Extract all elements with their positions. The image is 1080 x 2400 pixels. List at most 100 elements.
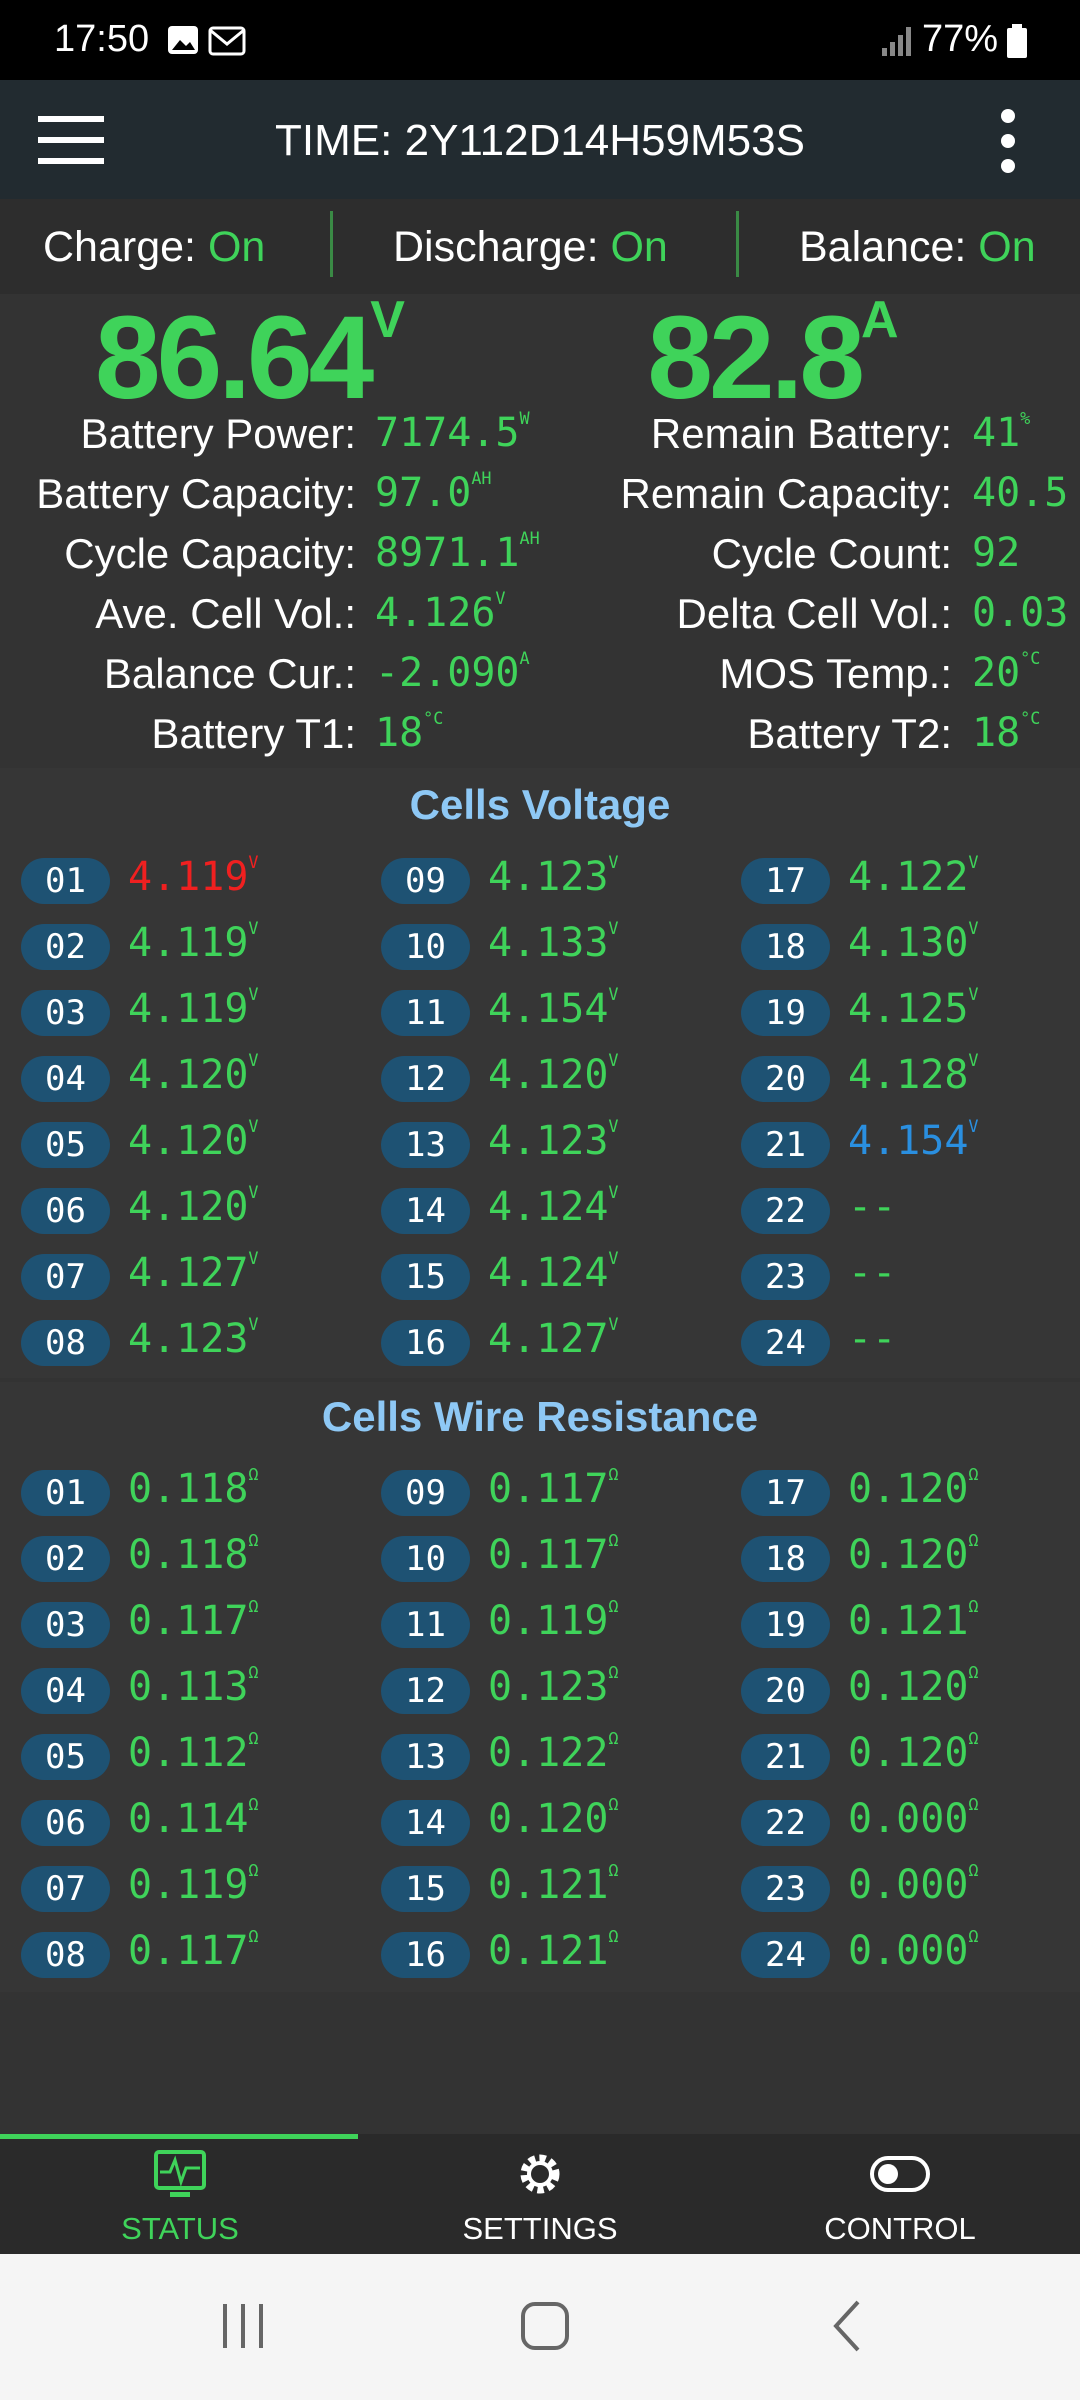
- cell-badge: 20: [741, 1056, 830, 1102]
- cell-value: 0.000Ω: [848, 1794, 979, 1842]
- cell-value: 4.133V: [488, 918, 619, 966]
- nav-tab[interactable]: STATUS: [0, 2134, 360, 2254]
- cell-value: 4.123V: [488, 1116, 619, 1164]
- cell-number: 0.120: [848, 1466, 969, 1512]
- cell-number: 4.120: [128, 1052, 249, 1098]
- cell-badge: 17: [741, 1470, 830, 1516]
- nav-tab[interactable]: SETTINGS: [360, 2134, 720, 2254]
- cell-value: 4.125V: [848, 984, 979, 1032]
- cell-badge: 07: [21, 1866, 110, 1912]
- cell-value: --: [848, 1250, 896, 1296]
- cell-unit: V: [248, 1182, 259, 1203]
- cell-value: 4.120V: [128, 1182, 259, 1230]
- cell-unit: Ω: [248, 1662, 259, 1683]
- system-nav-buttons[interactable]: [0, 2254, 1080, 2400]
- cell-badge: 02: [21, 1536, 110, 1582]
- cell-value: 4.127V: [488, 1314, 619, 1362]
- cell-number: 0.121: [848, 1598, 969, 1644]
- cell-value: 0.117Ω: [128, 1596, 259, 1644]
- more-button[interactable]: [996, 108, 1020, 174]
- cell-badge: 19: [741, 990, 830, 1036]
- cell-badge: 12: [381, 1056, 470, 1102]
- cell-badge: 03: [21, 990, 110, 1036]
- cell-number: 4.123: [488, 1118, 609, 1164]
- divider: [330, 211, 333, 277]
- cell-value: 4.120V: [128, 1050, 259, 1098]
- stat-value: 97.0AH: [375, 468, 492, 516]
- status-bar: 17:50 77%: [0, 0, 1080, 80]
- cell-value: 0.114Ω: [128, 1794, 259, 1842]
- header-title: TIME: 2Y112D14H59M53S: [275, 116, 805, 165]
- cell-value: 0.120Ω: [848, 1530, 979, 1578]
- main-value: 82.8: [647, 292, 865, 424]
- cell-unit: Ω: [248, 1860, 259, 1881]
- cell-badge: 19: [741, 1602, 830, 1648]
- section-title: Cells Wire Resistance: [321, 1393, 759, 1440]
- cell-number: 0.117: [128, 1598, 249, 1644]
- menu-button[interactable]: [38, 114, 104, 166]
- stat-unit: °C: [1020, 708, 1041, 729]
- cell-unit: V: [608, 918, 619, 939]
- stat-label: Cycle Count:: [711, 530, 952, 577]
- cell-unit: Ω: [248, 1926, 259, 1947]
- cell-badge: 21: [741, 1734, 830, 1780]
- stat-number: 0.03: [972, 590, 1069, 636]
- bottom-nav: STATUS SETTINGS CONTROL: [0, 2134, 1080, 2254]
- cell-number: 0.117: [488, 1466, 609, 1512]
- cell-number: 0.120: [848, 1730, 969, 1776]
- stat-value: 18°C: [375, 708, 443, 756]
- cell-number: --: [848, 1250, 897, 1296]
- cell-unit: Ω: [248, 1794, 259, 1815]
- cell-number: 4.124: [488, 1250, 609, 1296]
- cell-badge: 21: [741, 1122, 830, 1168]
- cell-number: 4.125: [848, 986, 969, 1032]
- stat-unit: A: [519, 648, 530, 669]
- cell-number: 4.119: [128, 986, 249, 1032]
- stat-value: 4.126V: [375, 588, 506, 636]
- cell-badge: 16: [381, 1932, 470, 1978]
- cell-value: 0.117Ω: [488, 1530, 619, 1578]
- cell-number: 0.117: [128, 1928, 249, 1974]
- signal-icon: [882, 27, 911, 56]
- cell-badge: 17: [741, 858, 830, 904]
- main-unit: A: [861, 291, 899, 349]
- cell-badge: 14: [381, 1800, 470, 1846]
- cell-number: 0.000: [848, 1796, 969, 1842]
- stat-label: Battery Power:: [80, 410, 356, 457]
- switch-state: On: [610, 223, 668, 271]
- cell-value: 0.121Ω: [488, 1860, 619, 1908]
- stat-number: 4.126: [375, 590, 496, 636]
- cell-value: 4.130V: [848, 918, 979, 966]
- nav-tab[interactable]: CONTROL: [720, 2134, 1080, 2254]
- cell-value: 0.123Ω: [488, 1662, 619, 1710]
- cell-value: 4.122V: [848, 852, 979, 900]
- cell-badge: 04: [21, 1668, 110, 1714]
- cell-badge: 11: [381, 990, 470, 1036]
- cell-value: --: [848, 1184, 896, 1230]
- main-value: 86.64: [95, 292, 374, 424]
- cell-value: 4.119V: [128, 984, 259, 1032]
- cell-value: 0.121Ω: [848, 1596, 979, 1644]
- cell-unit: Ω: [608, 1794, 619, 1815]
- notification-icons: [168, 26, 246, 56]
- cell-unit: V: [608, 852, 619, 873]
- cell-unit: Ω: [248, 1728, 259, 1749]
- cell-badge: 15: [381, 1254, 470, 1300]
- cell-value: 4.124V: [488, 1182, 619, 1230]
- stat-number: 20: [972, 650, 1021, 696]
- cell-number: 0.113: [128, 1664, 249, 1710]
- cell-unit: V: [608, 1050, 619, 1071]
- cell-unit: Ω: [608, 1596, 619, 1617]
- section-bg: [0, 1382, 1080, 1992]
- cell-value: 0.000Ω: [848, 1926, 979, 1974]
- nav-icon: [870, 2156, 930, 2192]
- cell-value: 4.123V: [488, 852, 619, 900]
- cell-number: 4.154: [848, 1118, 969, 1164]
- nav-label: CONTROL: [824, 2211, 976, 2246]
- stat-number: 97.0: [375, 470, 472, 516]
- cell-unit: Ω: [248, 1464, 259, 1485]
- cell-badge: 22: [741, 1800, 830, 1846]
- cell-number: 0.112: [128, 1730, 249, 1776]
- cell-unit: Ω: [608, 1860, 619, 1881]
